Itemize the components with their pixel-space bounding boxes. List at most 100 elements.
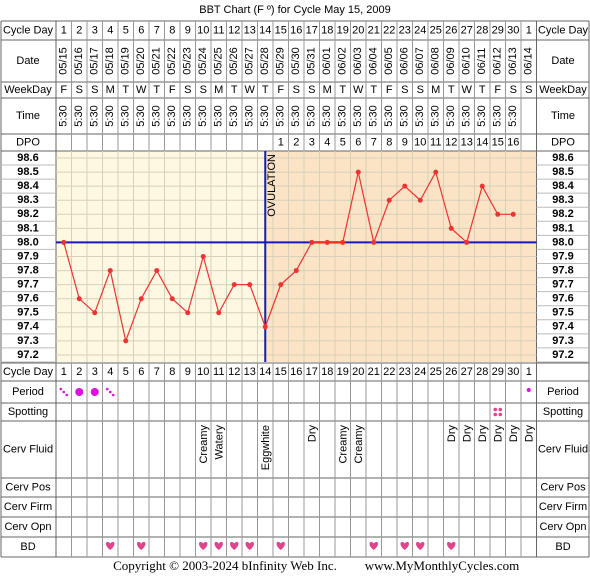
date: 06/04 bbox=[368, 47, 380, 75]
y-tick-label: 97.6 bbox=[552, 293, 573, 305]
row-label: Period bbox=[547, 386, 579, 398]
date: 06/13 bbox=[507, 47, 519, 75]
site-link[interactable]: www.MyMonthlyCycles.com bbox=[365, 558, 519, 573]
date: 05/27 bbox=[244, 47, 256, 75]
date: 06/09 bbox=[445, 47, 457, 75]
ovulation-label: OVULATION bbox=[266, 154, 278, 217]
temperature-point bbox=[138, 296, 144, 302]
row-label: Cycle Day bbox=[3, 366, 54, 378]
cycle-day: 13 bbox=[244, 366, 256, 378]
temperature-point bbox=[154, 268, 160, 274]
weekday: T bbox=[122, 84, 129, 96]
y-tick-label: 97.4 bbox=[17, 321, 39, 333]
time: 5:30 bbox=[58, 105, 70, 126]
date: 05/30 bbox=[290, 47, 302, 75]
row-label: Cerv Fluid bbox=[538, 443, 588, 455]
cycle-day: 4 bbox=[107, 24, 113, 36]
time: 5:30 bbox=[120, 105, 132, 126]
cerv-fluid: Dry bbox=[508, 425, 520, 443]
cycle-day: 1 bbox=[61, 24, 67, 36]
cycle-day: 17 bbox=[306, 24, 318, 36]
cycle-day: 12 bbox=[228, 24, 240, 36]
date: 06/14 bbox=[523, 47, 535, 75]
weekday: S bbox=[308, 84, 315, 96]
cycle-day: 6 bbox=[138, 24, 144, 36]
cycle-day: 8 bbox=[169, 24, 175, 36]
date: 05/22 bbox=[166, 47, 178, 75]
weekday: M bbox=[323, 84, 332, 96]
bd-heart bbox=[245, 541, 254, 550]
cerv-fluid: Creamy bbox=[353, 425, 365, 464]
weekday: S bbox=[293, 84, 300, 96]
temperature-point bbox=[309, 239, 315, 245]
spotting-icon bbox=[493, 412, 498, 417]
weekday: S bbox=[200, 84, 207, 96]
dpo: 16 bbox=[507, 136, 519, 148]
time: 5:30 bbox=[197, 105, 209, 126]
cycle-day: 16 bbox=[290, 366, 302, 378]
date: 05/23 bbox=[182, 47, 194, 75]
weekday: W bbox=[245, 84, 256, 96]
time: 5:30 bbox=[182, 105, 194, 126]
cycle-day: 22 bbox=[383, 24, 395, 36]
spotting-icon bbox=[498, 412, 503, 417]
weekday: T bbox=[262, 84, 269, 96]
dpo: 13 bbox=[461, 136, 473, 148]
bd-heart bbox=[400, 541, 409, 550]
spotting-icon bbox=[493, 407, 498, 412]
cycle-day: 1 bbox=[526, 366, 532, 378]
row-label: Time bbox=[551, 110, 575, 122]
temperature-point bbox=[278, 282, 284, 288]
temperature-point bbox=[402, 183, 408, 189]
date: 05/19 bbox=[120, 47, 132, 75]
period-icon bbox=[59, 387, 63, 391]
time: 5:30 bbox=[166, 105, 178, 126]
cerv-fluid: Watery bbox=[214, 425, 226, 460]
cycle-day: 10 bbox=[197, 366, 209, 378]
temperature-point bbox=[479, 183, 485, 189]
copyright: Copyright © 2003-2024 bInfinity Web Inc. bbox=[113, 558, 337, 573]
cycle-day: 16 bbox=[290, 24, 302, 36]
y-tick-label: 97.3 bbox=[552, 335, 573, 347]
y-tick-label: 98.5 bbox=[17, 166, 38, 178]
time: 5:30 bbox=[290, 105, 302, 126]
y-tick-label: 98.0 bbox=[17, 236, 38, 248]
bd-heart bbox=[214, 541, 223, 550]
cerv-fluid: Dry bbox=[493, 425, 505, 443]
weekday: F bbox=[277, 84, 284, 96]
y-tick-label: 97.7 bbox=[17, 279, 38, 291]
period-icon bbox=[62, 390, 66, 394]
temperature-point bbox=[293, 268, 299, 274]
temperature-point bbox=[324, 239, 330, 245]
time: 5:30 bbox=[275, 105, 287, 126]
date: 05/29 bbox=[275, 47, 287, 75]
y-tick-label: 98.4 bbox=[552, 180, 574, 192]
temperature-point bbox=[433, 169, 439, 175]
y-tick-label: 97.2 bbox=[17, 349, 38, 361]
dpo: 12 bbox=[445, 136, 457, 148]
cycle-day: 29 bbox=[492, 24, 504, 36]
temperature-point bbox=[371, 239, 377, 245]
cycle-day: 7 bbox=[154, 24, 160, 36]
bd-heart bbox=[106, 541, 115, 550]
date: 05/15 bbox=[58, 47, 70, 75]
weekday: S bbox=[417, 84, 424, 96]
bd-heart bbox=[230, 541, 239, 550]
cycle-day: 9 bbox=[185, 24, 191, 36]
row-label: Spotting bbox=[543, 406, 583, 418]
cycle-day: 5 bbox=[123, 24, 129, 36]
time: 5:30 bbox=[306, 105, 318, 126]
row-label: Time bbox=[16, 110, 40, 122]
weekday: F bbox=[169, 84, 176, 96]
cycle-day: 20 bbox=[352, 366, 364, 378]
time: 5:30 bbox=[337, 105, 349, 126]
date: 05/17 bbox=[89, 47, 101, 75]
cycle-day: 21 bbox=[368, 366, 380, 378]
y-tick-label: 98.1 bbox=[17, 222, 38, 234]
row-label: Spotting bbox=[8, 406, 48, 418]
temperature-point bbox=[92, 310, 98, 316]
period-icon bbox=[65, 393, 69, 397]
weekday: W bbox=[136, 84, 147, 96]
weekday: T bbox=[479, 84, 486, 96]
weekday: W bbox=[353, 84, 364, 96]
